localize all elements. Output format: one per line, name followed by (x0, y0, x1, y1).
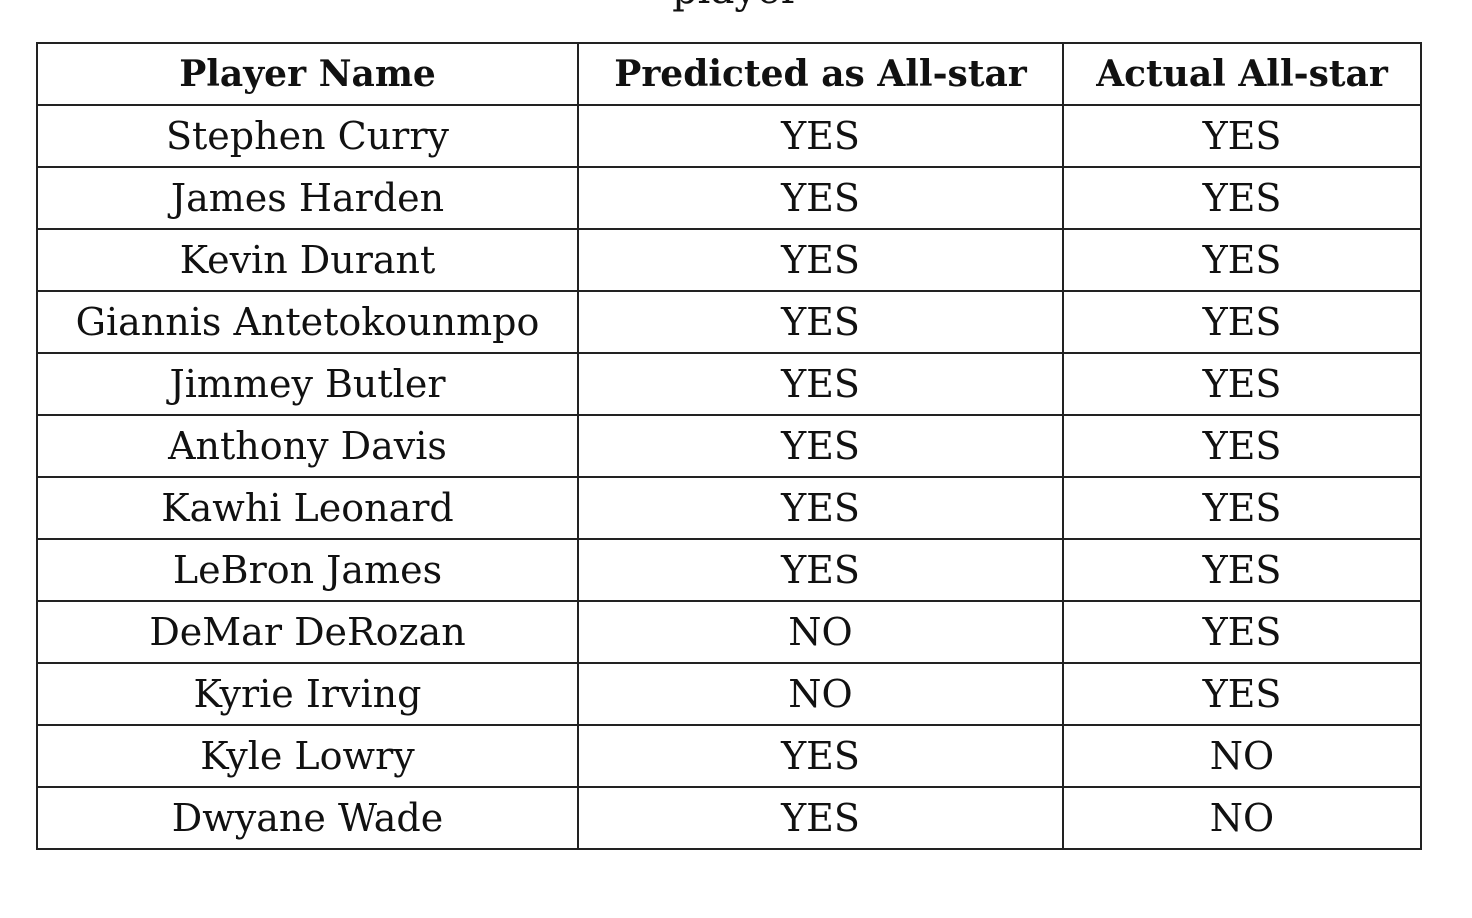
player-name-cell: Jimmey Butler (36, 352, 579, 416)
all-star-prediction-table: Player Name Predicted as All-star Actual… (36, 42, 1422, 850)
table-row: Kevin Durant YES YES (36, 228, 1422, 292)
actual-cell: YES (1062, 662, 1422, 726)
actual-cell: YES (1062, 476, 1422, 540)
player-name-cell: Kawhi Leonard (36, 476, 579, 540)
player-name-cell: Kyrie Irving (36, 662, 579, 726)
player-name-cell: Anthony Davis (36, 414, 579, 478)
player-name-cell: Dwyane Wade (36, 786, 579, 850)
table-row: Kyrie Irving NO YES (36, 662, 1422, 726)
predicted-cell: YES (577, 104, 1064, 168)
actual-cell: YES (1062, 166, 1422, 230)
table-row: Giannis Antetokounmpo YES YES (36, 290, 1422, 354)
table-row: Jimmey Butler YES YES (36, 352, 1422, 416)
header-actual-all-star: Actual All-star (1062, 42, 1422, 106)
player-name-cell: Stephen Curry (36, 104, 579, 168)
predicted-cell: YES (577, 724, 1064, 788)
predicted-cell: NO (577, 662, 1064, 726)
player-name-cell: Giannis Antetokounmpo (36, 290, 579, 354)
actual-cell: NO (1062, 786, 1422, 850)
actual-cell: YES (1062, 600, 1422, 664)
player-name-cell: LeBron James (36, 538, 579, 602)
predicted-cell: YES (577, 786, 1064, 850)
predicted-cell: YES (577, 166, 1064, 230)
actual-cell: NO (1062, 724, 1422, 788)
player-name-cell: Kevin Durant (36, 228, 579, 292)
header-player-name: Player Name (36, 42, 579, 106)
table-header-row: Player Name Predicted as All-star Actual… (36, 42, 1422, 106)
table-row: LeBron James YES YES (36, 538, 1422, 602)
table-row: Kyle Lowry YES NO (36, 724, 1422, 788)
actual-cell: YES (1062, 228, 1422, 292)
player-name-cell: James Harden (36, 166, 579, 230)
actual-cell: YES (1062, 352, 1422, 416)
table-row: DeMar DeRozan NO YES (36, 600, 1422, 664)
predicted-cell: YES (577, 476, 1064, 540)
predicted-cell: YES (577, 538, 1064, 602)
predicted-cell: YES (577, 290, 1064, 354)
predicted-cell: NO (577, 600, 1064, 664)
header-predicted-all-star: Predicted as All-star (577, 42, 1064, 106)
table-row: Kawhi Leonard YES YES (36, 476, 1422, 540)
predicted-cell: YES (577, 414, 1064, 478)
actual-cell: YES (1062, 104, 1422, 168)
actual-cell: YES (1062, 290, 1422, 354)
predicted-cell: YES (577, 352, 1064, 416)
actual-cell: YES (1062, 538, 1422, 602)
table-row: Anthony Davis YES YES (36, 414, 1422, 478)
player-name-cell: DeMar DeRozan (36, 600, 579, 664)
player-name-cell: Kyle Lowry (36, 724, 579, 788)
predicted-cell: YES (577, 228, 1064, 292)
table-row: Stephen Curry YES YES (36, 104, 1422, 168)
table-caption: player (0, 0, 1472, 10)
actual-cell: YES (1062, 414, 1422, 478)
table-row: Dwyane Wade YES NO (36, 786, 1422, 850)
table-row: James Harden YES YES (36, 166, 1422, 230)
